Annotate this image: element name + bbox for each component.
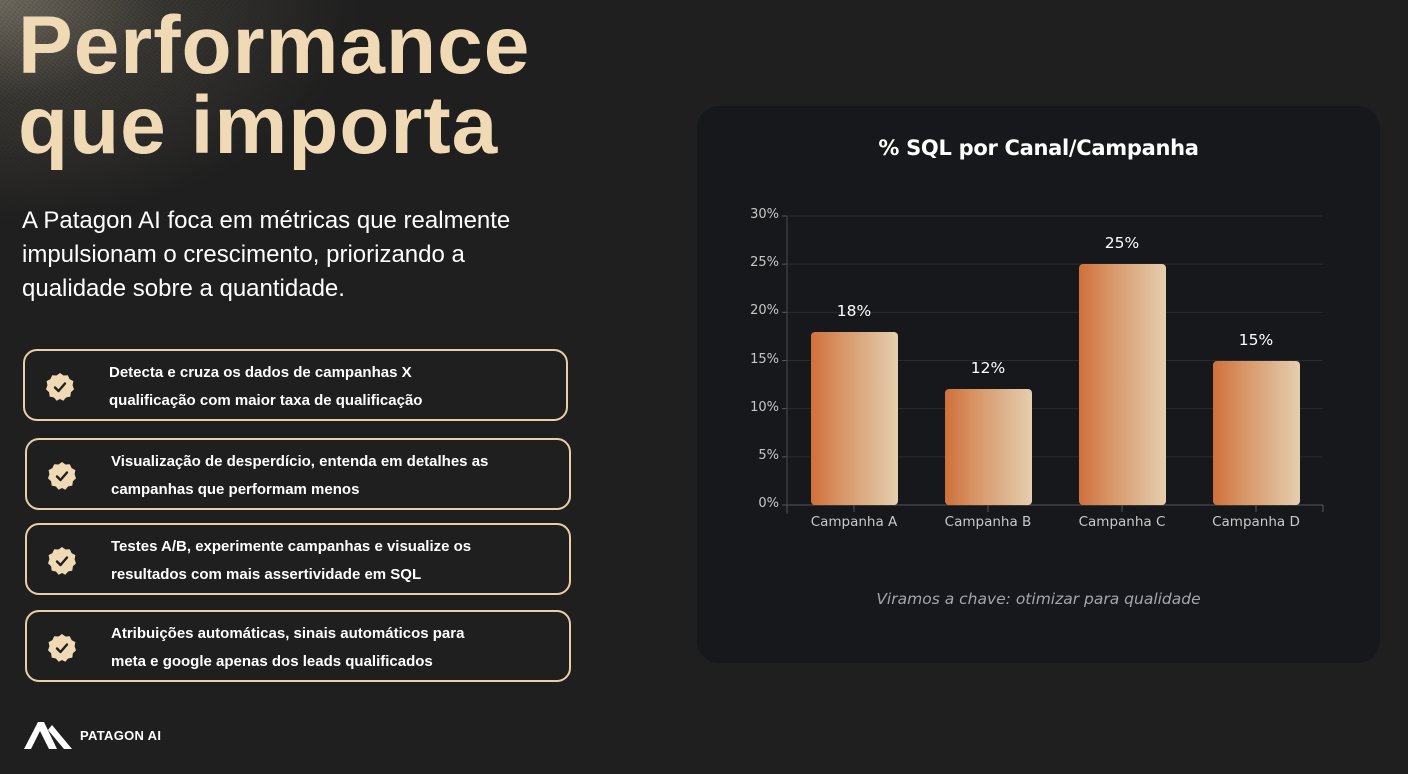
feature-item: Detecta e cruza os dados de campanhas X … xyxy=(23,349,568,421)
x-axis-tick-label: Campanha A xyxy=(810,514,898,530)
y-axis-tick-label: 30% xyxy=(750,207,779,222)
feature-item: Testes A/B, experimente campanhas e visu… xyxy=(25,523,571,595)
bar-campanha-a xyxy=(810,331,898,505)
y-axis-tick-label: 5% xyxy=(758,447,779,463)
x-axis-tick-label: Campanha B xyxy=(944,514,1032,530)
feature-line-2: campanhas que performam menos xyxy=(111,481,360,498)
check-badge-icon xyxy=(48,462,76,490)
bar-campanha-c xyxy=(1078,264,1166,505)
page-title-line-1: Performance xyxy=(18,0,531,91)
feature-line-1: Testes A/B, experimente campanhas e visu… xyxy=(111,538,472,555)
x-axis-tick-label: Campanha C xyxy=(1078,514,1166,530)
feature-line-1: Atribuições automáticas, sinais automáti… xyxy=(111,625,465,642)
y-axis-tick-label: 10% xyxy=(750,399,779,415)
chart-caption: Viramos a chave: otimizar para qualidade xyxy=(876,590,1201,608)
bar-campanha-d xyxy=(1212,360,1300,505)
bar-value-label: 25% xyxy=(1104,234,1140,253)
patagon-mountain-icon xyxy=(24,722,72,749)
check-badge-icon xyxy=(48,547,76,575)
y-axis-tick-label: 20% xyxy=(750,303,779,319)
bar-campanha-b xyxy=(944,389,1032,505)
brand-logo: PATAGON AI xyxy=(24,720,161,750)
y-axis-tick-label: 25% xyxy=(750,255,779,271)
feature-line-2: meta e google apenas dos leads qualifica… xyxy=(111,653,433,670)
bar-chart: 0% 5% 10% 15% 20% 25% 30% 18% 12% 25% 15% Campanh… xyxy=(697,106,1380,663)
check-badge-icon xyxy=(46,373,74,401)
feature-line-2: resultados com mais assertividade em SQL xyxy=(111,566,422,583)
chart-title: % SQL por Canal/Campanha xyxy=(878,136,1199,160)
bar-value-label: 12% xyxy=(970,359,1006,378)
feature-line-1: Visualização de desperdício, entenda em … xyxy=(111,453,489,470)
x-axis-tick-label: Campanha D xyxy=(1212,514,1300,530)
feature-item: Atribuições automáticas, sinais automáti… xyxy=(25,610,571,682)
chart-card: % SQL por Canal/Campanha 0% 5% 10% 15% 20% 25… xyxy=(697,106,1380,663)
bar-value-label: 18% xyxy=(836,301,872,320)
feature-line-1: Detecta e cruza os dados de campanhas X xyxy=(109,364,412,381)
bar-value-label: 15% xyxy=(1238,330,1274,349)
feature-item: Visualização de desperdício, entenda em … xyxy=(25,438,571,510)
y-axis-tick-label: 0% xyxy=(758,496,779,511)
brand-name: PATAGON AI xyxy=(80,727,162,743)
page-title: Performance que importa xyxy=(18,0,531,171)
y-axis-tick-label: 15% xyxy=(750,351,779,367)
feature-line-2: qualificação com maior taxa de qualifica… xyxy=(109,392,423,409)
page-subtitle: A Patagon AI foca em métricas que realme… xyxy=(22,207,511,302)
check-badge-icon xyxy=(48,634,76,662)
page-title-line-2: que importa xyxy=(18,80,499,171)
